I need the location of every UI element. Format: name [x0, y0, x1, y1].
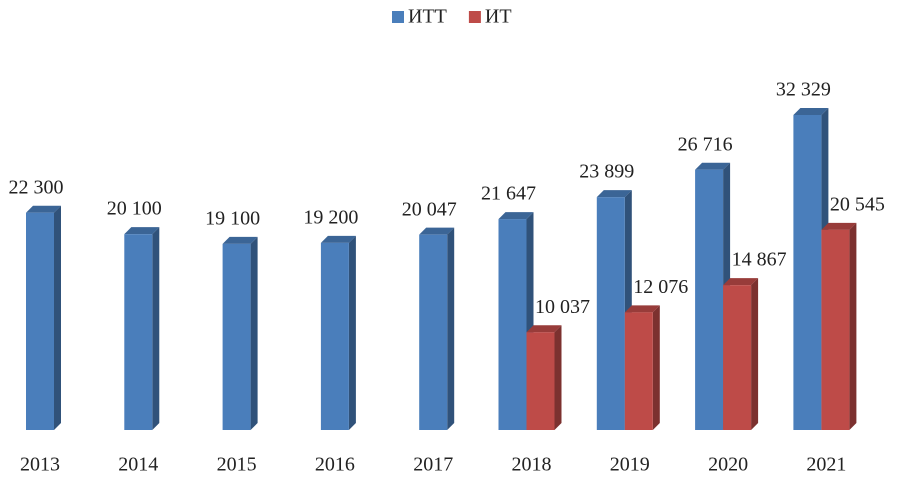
bar-top: [695, 162, 731, 170]
bar: [498, 219, 527, 430]
bar: [222, 243, 251, 430]
bar: [124, 234, 153, 430]
bar-top: [498, 212, 534, 220]
x-tick-label: 2017: [413, 454, 453, 476]
bar-top: [821, 222, 857, 230]
value-label: 21 647: [481, 183, 536, 205]
bar-side: [250, 236, 258, 430]
bar-side: [447, 227, 455, 430]
bar: [821, 229, 850, 430]
bar-side: [751, 278, 759, 430]
value-label: 20 047: [402, 198, 457, 220]
x-tick-label: 2020: [708, 454, 748, 476]
value-label: 26 716: [678, 133, 733, 155]
bar-top: [793, 108, 829, 115]
legend-swatch: [468, 11, 481, 23]
bar: [624, 312, 653, 430]
value-label: 14 867: [732, 249, 787, 271]
value-label: 20 100: [107, 198, 162, 220]
bar-top: [419, 227, 455, 235]
value-label: 22 300: [9, 176, 64, 198]
bar-top: [526, 325, 562, 333]
bar: [320, 242, 349, 430]
legend-label: ИТТ: [408, 6, 447, 28]
bar-side: [152, 227, 160, 430]
bar: [419, 234, 448, 430]
bar-top: [124, 227, 160, 235]
bar-top: [26, 205, 61, 213]
bar-top: [222, 236, 258, 244]
x-tick-label: 2018: [512, 454, 552, 476]
value-label: 23 899: [579, 161, 634, 183]
value-label: 12 076: [633, 276, 688, 298]
bar-top: [723, 278, 759, 286]
bar-top: [320, 235, 356, 243]
bar-side: [849, 222, 857, 430]
x-tick-label: 2013: [20, 454, 60, 476]
x-tick-label: 2015: [217, 454, 257, 476]
x-tick-label: 2014: [118, 454, 158, 476]
bar-side: [54, 205, 61, 430]
bar-top: [624, 305, 660, 313]
legend-label: ИТ: [485, 6, 512, 28]
bar: [793, 115, 822, 430]
bar: [723, 285, 752, 430]
x-tick-label: 2021: [806, 454, 846, 476]
bar: [26, 212, 54, 430]
x-tick-label: 2016: [315, 454, 355, 476]
bar-side: [348, 235, 356, 430]
x-tick-label: 2019: [610, 454, 650, 476]
value-label: 10 037: [535, 296, 590, 318]
bar-top: [596, 190, 632, 198]
value-label: 19 200: [303, 207, 358, 229]
bar: [526, 332, 555, 430]
bar-side: [652, 305, 660, 430]
bar-side: [554, 325, 562, 430]
value-label: 20 545: [830, 193, 885, 215]
bar: [695, 169, 724, 430]
value-label: 19 100: [205, 207, 260, 229]
legend-swatch: [392, 11, 404, 23]
bar: [596, 197, 625, 430]
value-label: 32 329: [776, 79, 831, 101]
